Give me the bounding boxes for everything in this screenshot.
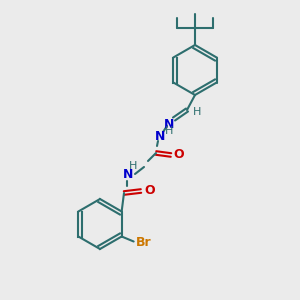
Text: N: N: [164, 118, 174, 130]
Text: H: H: [129, 161, 137, 171]
Text: H: H: [165, 126, 173, 136]
Text: N: N: [155, 130, 165, 143]
Text: Br: Br: [136, 236, 152, 249]
Text: O: O: [145, 184, 155, 197]
Text: O: O: [174, 148, 184, 161]
Text: N: N: [123, 169, 133, 182]
Text: H: H: [193, 107, 201, 117]
